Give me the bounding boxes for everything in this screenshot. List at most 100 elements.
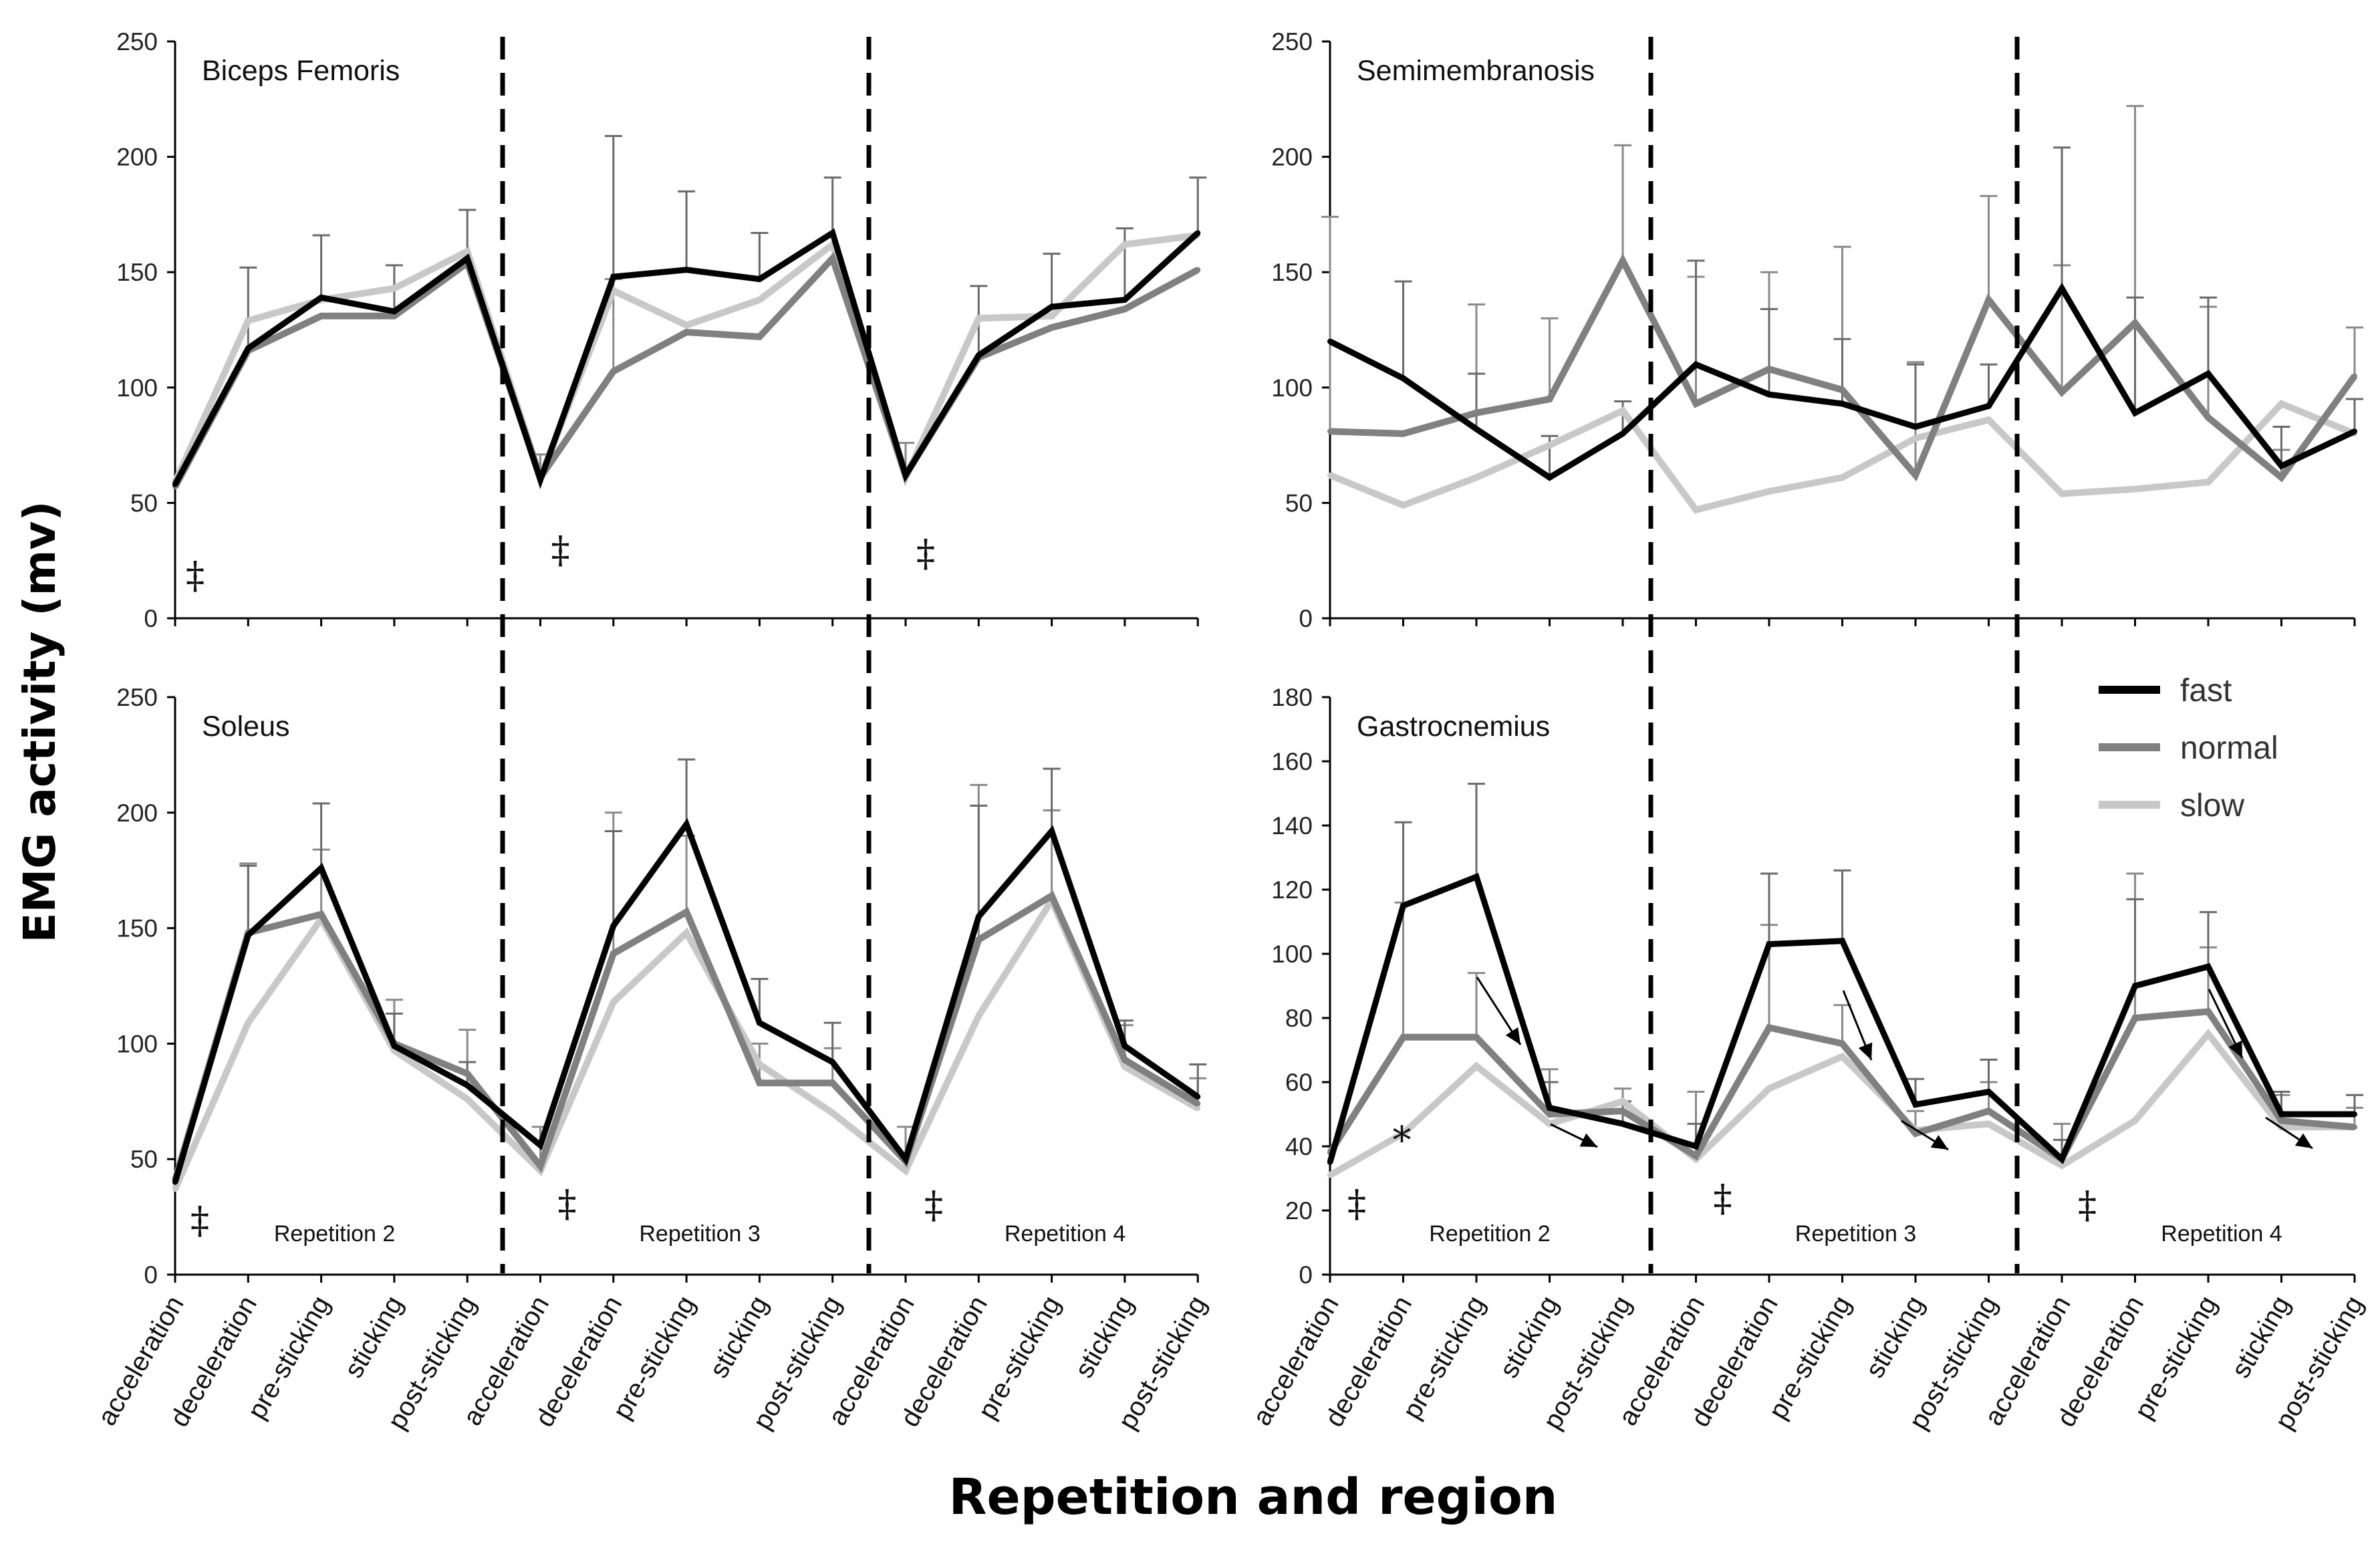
significance-asterisk: * — [1393, 1119, 1412, 1162]
data-point-fast — [1766, 392, 1772, 398]
x-tick-label: sticking — [704, 1291, 774, 1384]
y-tick-label: 150 — [116, 915, 158, 942]
data-point-slow — [1121, 1063, 1128, 1069]
data-point-fast — [1400, 903, 1406, 908]
data-point-slow — [976, 315, 982, 321]
y-tick-label: 50 — [130, 489, 158, 517]
data-point-slow — [684, 322, 690, 328]
y-tick-label: 120 — [1271, 876, 1313, 904]
data-point-fast — [1195, 230, 1201, 236]
data-point-normal — [1766, 1025, 1772, 1031]
data-point-slow — [829, 1110, 835, 1116]
data-point-normal — [1839, 1041, 1845, 1047]
data-point-normal — [2278, 475, 2284, 481]
data-point-slow — [1986, 1121, 1992, 1127]
data-point-fast — [1913, 1102, 1918, 1108]
repetition-label: Repetition 4 — [2161, 1221, 2282, 1247]
data-point-normal — [829, 1080, 835, 1086]
y-tick-label: 250 — [1271, 28, 1313, 55]
data-point-slow — [1121, 241, 1128, 247]
y-tick-label: 200 — [1271, 144, 1313, 171]
data-point-normal — [1474, 1034, 1479, 1040]
data-point-normal — [2132, 320, 2138, 326]
y-tick-label: 40 — [1285, 1133, 1313, 1160]
data-point-fast — [172, 481, 178, 487]
panel-biceps-femoris: 0 50 100 150 200 250 Biceps Femoris ‡ ‡ ‡ — [116, 28, 1207, 632]
data-point-fast — [465, 1082, 471, 1088]
significance-double-dagger: ‡ — [551, 529, 570, 572]
data-point-fast — [2132, 410, 2138, 416]
data-point-fast — [2206, 964, 2211, 970]
data-point-normal — [1839, 387, 1845, 393]
data-point-fast — [318, 865, 324, 871]
data-point-fast — [1327, 1160, 1333, 1165]
trend-arrow-head — [1930, 1135, 1948, 1150]
y-tick-label: 50 — [130, 1146, 158, 1173]
data-point-normal — [318, 313, 324, 319]
data-point-fast — [976, 352, 982, 358]
data-point-fast — [1474, 874, 1479, 880]
data-point-fast — [245, 932, 251, 938]
data-point-normal — [1400, 430, 1406, 436]
y-tick-label: 100 — [116, 374, 158, 402]
y-tick-label: 250 — [116, 28, 158, 55]
data-point-slow — [757, 297, 763, 303]
data-point-slow — [1766, 489, 1772, 495]
y-tick-label: 100 — [1271, 374, 1313, 402]
y-tick-label: 200 — [116, 144, 158, 171]
repetition-label: Repetition 3 — [1795, 1221, 1916, 1247]
panel-title: Biceps Femoris — [202, 55, 400, 87]
data-point-normal — [610, 368, 616, 374]
series-line-slow — [172, 893, 1200, 1191]
data-point-normal — [1474, 410, 1479, 416]
y-tick-label: 0 — [1299, 1261, 1313, 1289]
trend-arrow-head — [1579, 1133, 1597, 1147]
data-point-slow — [610, 999, 616, 1005]
trend-arrow-head — [2228, 1040, 2242, 1058]
data-point-fast — [1195, 1093, 1201, 1100]
data-point-slow — [1986, 417, 1992, 423]
panel-semimembranosis: 0 50 100 150 200 250 Semimembranosis — [1271, 28, 2363, 632]
x-tick-label: sticking — [339, 1291, 409, 1384]
trend-arrow-head — [1858, 1042, 1873, 1060]
data-point-normal — [1986, 1108, 1992, 1114]
data-point-normal — [1327, 428, 1333, 434]
data-point-fast — [2278, 1112, 2284, 1117]
data-point-slow — [172, 1186, 178, 1192]
data-point-normal — [1547, 1112, 1553, 1117]
data-point-fast — [318, 295, 324, 301]
data-point-normal — [465, 1071, 471, 1077]
data-point-fast — [1327, 338, 1333, 344]
data-point-normal — [537, 1163, 543, 1169]
data-point-normal — [1121, 1057, 1128, 1063]
series-line-slow — [1329, 400, 2356, 514]
y-tick-label: 140 — [1271, 812, 1313, 840]
y-tick-label: 180 — [1271, 684, 1313, 711]
data-point-fast — [610, 274, 616, 280]
data-point-slow — [465, 249, 471, 255]
panel-title: Soleus — [202, 711, 289, 743]
data-point-fast — [2059, 1156, 2065, 1162]
y-tick-label: 200 — [116, 799, 158, 827]
data-point-normal — [2352, 1124, 2357, 1130]
data-point-normal — [1986, 297, 1992, 303]
legend-label-slow: slow — [2180, 788, 2244, 823]
x-tick-label: sticking — [2226, 1291, 2296, 1384]
data-point-normal — [1400, 1034, 1406, 1040]
data-point-fast — [1620, 1121, 1625, 1127]
data-point-fast — [2132, 983, 2138, 989]
trend-arrow-head — [1505, 1027, 1520, 1045]
data-point-fast — [829, 1059, 835, 1065]
legend-label-normal: normal — [2180, 731, 2278, 766]
data-point-slow — [1839, 475, 1845, 481]
data-point-slow — [1547, 442, 1553, 448]
data-point-normal — [2278, 1118, 2284, 1124]
data-point-normal — [1049, 893, 1055, 899]
data-point-fast — [1620, 430, 1625, 436]
data-point-fast — [1986, 1089, 1992, 1095]
data-point-slow — [465, 1096, 471, 1102]
data-point-fast — [1766, 941, 1772, 947]
data-point-fast — [1693, 1144, 1699, 1149]
data-point-normal — [757, 334, 763, 340]
data-point-normal — [391, 313, 397, 319]
